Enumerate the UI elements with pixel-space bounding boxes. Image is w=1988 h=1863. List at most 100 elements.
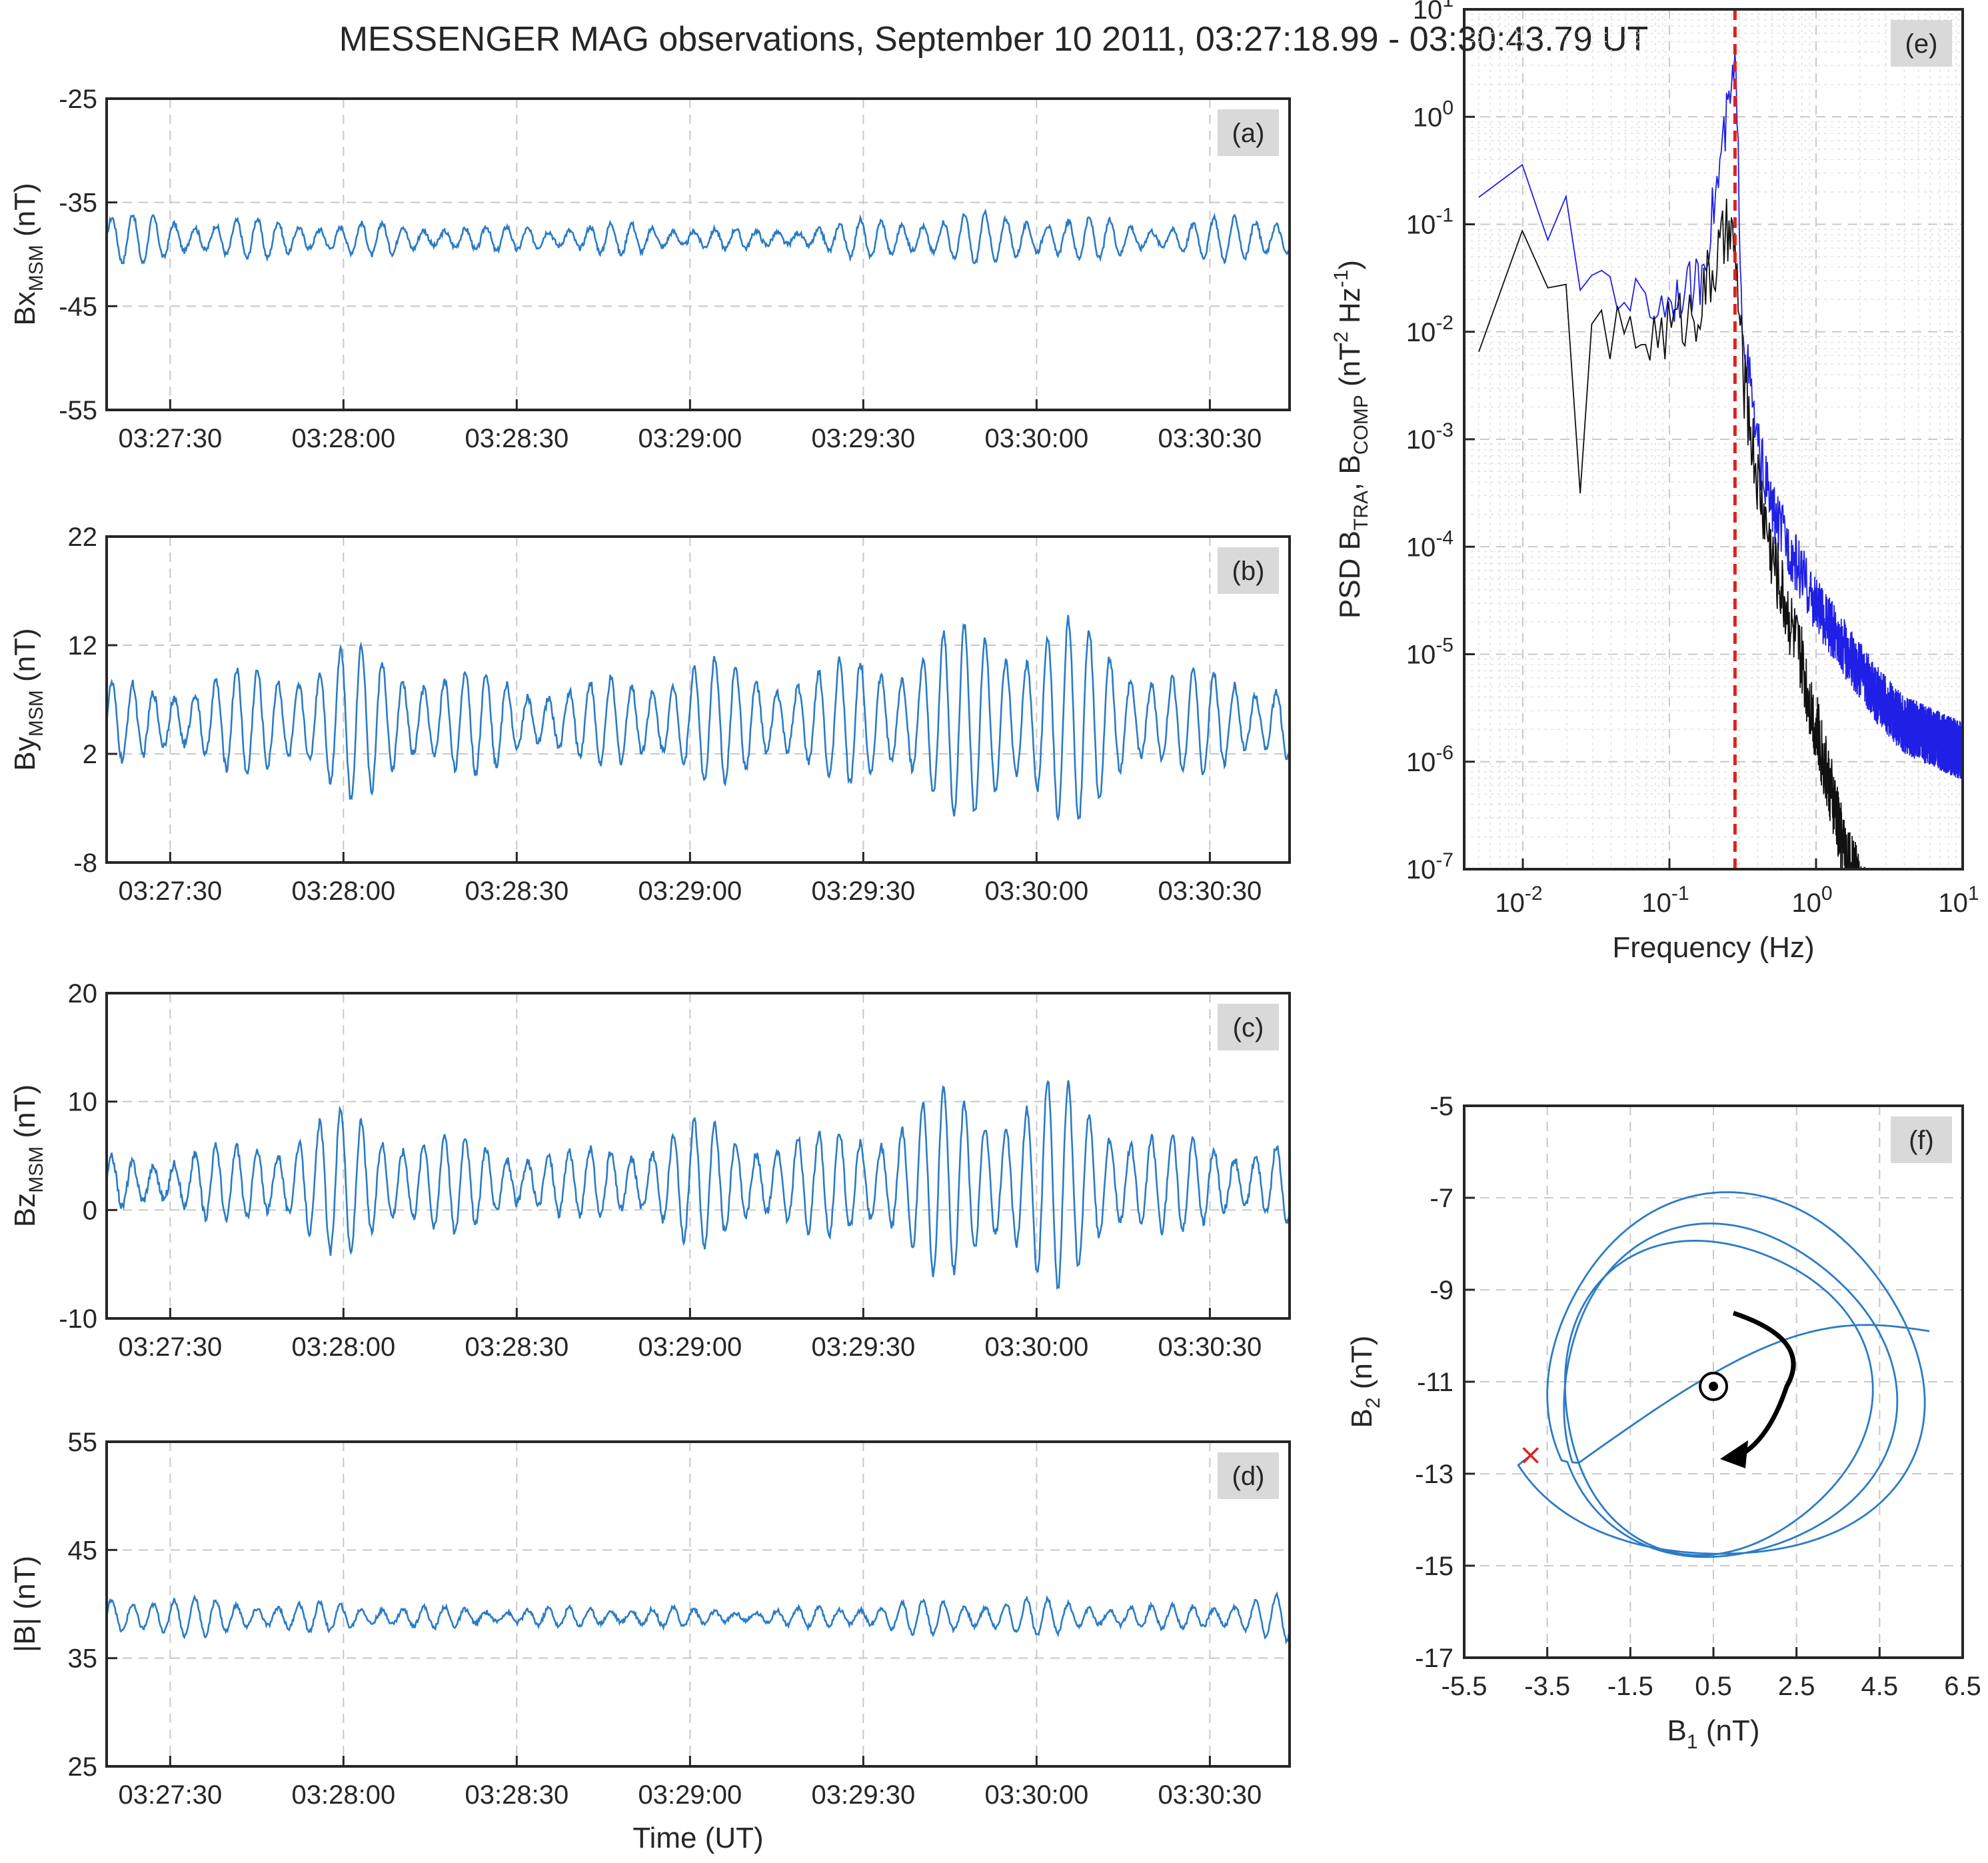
panel-tag-b: (b) [1232,557,1265,586]
ytick-base-e-1: 10 [1406,748,1436,777]
xtick-label-e-2: 100 [1791,883,1832,918]
ytick-label-d-0: 25 [68,1752,98,1782]
xtick-label-f-0: -5.5 [1442,1672,1488,1701]
xtick-label-d-6: 03:30:30 [1158,1780,1262,1810]
ylabel-unit-sup2-e: -1 [1330,270,1352,288]
ytick-label-e-7: 100 [1413,97,1454,132]
panel-d: 25 35 45 55 03:27:30 03:28:00 03:28:30 03:29:00… [9,1428,1291,1854]
ylabel-unit-a: (nT) [9,183,41,237]
ylabel-main-b: By [9,737,41,771]
ylabel-main-e: PSD B [1334,531,1366,619]
xtick-base-e-2: 10 [1791,889,1821,918]
xlabel-d: Time (UT) [632,1822,763,1854]
ylabel-unit-post-e: ) [1334,260,1366,270]
ytick-label-f-0: -17 [1415,1644,1454,1673]
ytick-label-c-1: 0 [83,1196,97,1225]
xtick-label-a-6: 03:30:30 [1158,424,1262,453]
trace-b [105,615,1291,822]
panel-b: -8 2 12 22 03:27:30 03:28:00 03:28:30 03:29:00 0… [9,523,1291,906]
ytick-label-d-3: 55 [68,1428,98,1457]
ylabel-unit-f: (nT) [1346,1336,1378,1390]
xtick-label-f-6: 6.5 [1944,1672,1981,1701]
xlabel-e: Frequency (Hz) [1612,931,1814,964]
ytick-exp-e-2: -5 [1436,635,1454,657]
xtick-label-e-1: 10-1 [1641,883,1689,918]
ytick-label-e-6: 10-1 [1406,205,1454,240]
xtick-label-f-5: 4.5 [1861,1672,1899,1701]
ylabel-e: PSD BTRA, BCOMP (nT2 Hz-1) [1330,260,1372,619]
ytick-label-d-2: 45 [68,1536,98,1565]
panel-tag-a: (a) [1232,119,1265,148]
ytick-label-e-8: 101 [1413,0,1454,25]
ylabel-space-d [9,1610,41,1618]
ytick-exp-e-8: 1 [1442,0,1454,11]
panel-tag-d: (d) [1232,1462,1265,1491]
ytick-label-f-5: -7 [1430,1184,1454,1213]
ytick-base-e-3: 10 [1406,533,1436,562]
ytick-label-c-0: -10 [59,1304,97,1334]
ylabel-main-a: Bx [9,291,41,325]
panel-tag-box-b [1218,547,1279,594]
axes-frame-b [105,535,1291,864]
xtick-label-d-0: 03:27:30 [118,1780,222,1810]
ytick-label-f-3: -11 [1417,1368,1454,1397]
axes-frame-d [105,1440,1291,1768]
xtick-label-c-1: 03:28:00 [291,1332,395,1362]
ytick-label-a-1: -45 [59,292,97,321]
rotation-arrowhead-icon [1720,1440,1748,1468]
ytick-label-d-1: 35 [68,1644,98,1674]
ylabel-unit-c: (nT) [9,1084,41,1138]
xlabel-main-f: B [1667,1714,1687,1747]
ylabel-b: ByMSM (nT) [9,628,47,771]
trace-d [105,1591,1291,1645]
xtick-label-b-5: 03:30:00 [985,877,1089,906]
xtick-exp-e-3: 1 [1968,883,1979,905]
ytick-base-e-8: 10 [1413,0,1443,25]
xtick-label-f-3: 0.5 [1695,1672,1732,1701]
ytick-exp-e-5: -2 [1436,312,1454,334]
xtick-label-e-0: 10-2 [1495,883,1542,918]
xtick-label-e-3: 101 [1938,883,1979,918]
ylabel-main-f: B [1346,1408,1378,1428]
ylabel-space-f [1346,1389,1378,1397]
ytick-base-e-7: 10 [1413,103,1443,132]
ytick-base-e-6: 10 [1406,211,1436,240]
ytick-label-e-2: 10-5 [1406,635,1454,670]
axes-frame-c [105,992,1291,1320]
xtick-label-b-2: 03:28:30 [465,877,569,906]
xtick-label-d-1: 03:28:00 [291,1780,395,1810]
ytick-label-b-2: 12 [68,631,98,661]
ylabel-sub-b: MSM [25,690,47,737]
xtick-label-a-2: 03:28:30 [465,424,569,453]
ylabel-sub1-e: TRA [1350,491,1372,531]
ylabel-unit-sup1-e: 2 [1330,331,1352,343]
xtick-label-d-3: 03:29:00 [638,1780,742,1810]
ylabel-space-a [9,237,41,245]
ylabel-space-b [9,682,41,690]
ylabel-d: |B| (nT) [9,1556,41,1652]
ytick-label-e-5: 10-2 [1406,312,1454,347]
xtick-label-b-0: 03:27:30 [118,877,222,906]
xlabel-unit-f: (nT) [1706,1714,1760,1747]
ytick-label-a-3: -25 [59,85,97,114]
ytick-exp-e-4: -3 [1436,419,1454,441]
ytick-exp-e-6: -1 [1436,205,1454,227]
panel-f: -17 -15 -13 -11 -9 -7 -5 -5.5 -3.5 -1.5 0.5 2.5 4.5 6… [1346,1092,1981,1753]
xlabel-f: B1 (nT) [1667,1714,1760,1753]
xtick-label-f-1: -3.5 [1524,1672,1570,1701]
xtick-exp-e-2: 0 [1821,883,1833,905]
ytick-label-f-6: -5 [1430,1092,1454,1121]
panel-a: -55 -45 -35 -25 03:27:30 03:28:00 03:28:30 03:2… [9,85,1291,453]
xlabel-space-f [1698,1714,1706,1747]
panel-tag-box-a [1218,109,1279,156]
ylabel-sub-c: MSM [25,1146,47,1193]
xtick-label-c-5: 03:30:00 [985,1332,1089,1362]
ylabel-c: BzMSM (nT) [9,1084,47,1227]
xtick-label-b-6: 03:30:30 [1158,877,1262,906]
xtick-label-a-4: 03:29:30 [812,424,916,453]
xtick-label-d-5: 03:30:00 [985,1780,1089,1810]
trace-a [105,208,1290,265]
ytick-base-e-5: 10 [1406,318,1436,347]
ytick-label-b-3: 22 [68,523,98,552]
